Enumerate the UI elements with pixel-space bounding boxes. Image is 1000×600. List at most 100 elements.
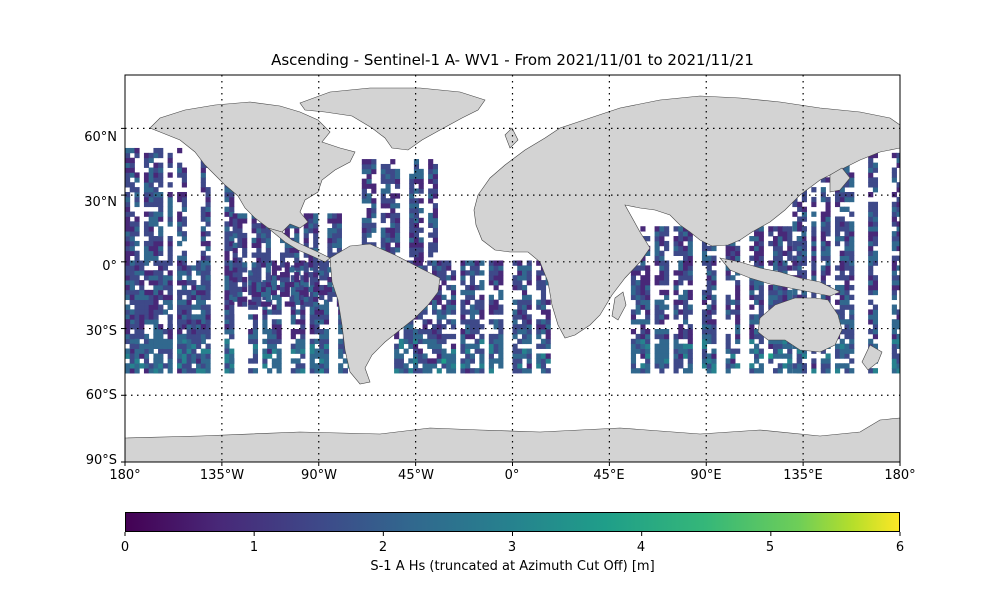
hs-cell: [205, 328, 211, 335]
hs-cell: [224, 289, 230, 296]
hs-cell: [390, 237, 396, 243]
hs-cell: [683, 236, 689, 242]
hs-cell: [300, 363, 306, 369]
hs-cell: [294, 228, 300, 234]
hs-cell: [413, 363, 419, 369]
hs-cell: [205, 284, 211, 291]
hs-cell: [654, 299, 660, 305]
hs-cell: [540, 363, 547, 369]
hs-cell: [158, 216, 164, 222]
hs-cell: [327, 247, 333, 253]
hs-cell: [385, 237, 391, 243]
hs-cell: [469, 265, 476, 271]
hs-cell: [422, 363, 428, 369]
hs-cell: [336, 232, 342, 239]
hs-cell: [844, 319, 850, 325]
hs-cell: [224, 226, 230, 232]
hs-cell: [205, 280, 211, 286]
hs-cell: [248, 270, 254, 276]
hs-cell: [839, 309, 845, 315]
hs-cell: [872, 221, 879, 227]
hs-cell: [134, 152, 140, 159]
hs-cell: [811, 260, 817, 266]
hs-cell: [630, 358, 637, 364]
hs-cell: [673, 280, 679, 286]
hs-cell: [200, 294, 206, 301]
hs-cell: [148, 250, 154, 256]
hs-cell: [242, 262, 248, 268]
hs-cell: [134, 299, 140, 305]
hs-cell: [125, 338, 131, 345]
hs-cell: [196, 314, 202, 320]
hs-cell: [687, 260, 693, 266]
hs-cell: [181, 206, 187, 212]
hs-cell: [654, 245, 660, 252]
hs-cell: [125, 319, 131, 325]
hs-cell: [687, 255, 693, 261]
hs-cell: [701, 294, 708, 301]
hs-cell: [797, 368, 803, 374]
hs-cell: [181, 172, 187, 178]
hs-cell: [332, 242, 338, 248]
hs-cell: [129, 147, 135, 154]
hs-cell: [635, 333, 641, 340]
hs-cell: [327, 286, 333, 293]
hs-cell: [200, 289, 206, 296]
hs-cell: [262, 319, 268, 325]
hs-cell: [162, 309, 169, 315]
hs-cell: [687, 304, 693, 310]
hs-cell: [143, 314, 150, 320]
hs-cell: [659, 348, 665, 354]
hs-cell: [701, 319, 708, 325]
hs-cell: [730, 250, 736, 256]
hs-cell: [811, 255, 817, 261]
hs-cell: [177, 211, 183, 217]
hs-cell: [153, 309, 159, 315]
hs-cell: [664, 260, 670, 266]
hs-cell: [229, 231, 235, 237]
hs-cell: [460, 363, 466, 369]
hs-cell: [896, 182, 900, 188]
hs-cell: [540, 270, 547, 276]
hs-cell: [811, 294, 817, 301]
hs-data-cells: [125, 147, 900, 374]
hs-cell: [303, 252, 309, 258]
hs-cell: [143, 182, 150, 188]
hs-cell: [460, 358, 466, 364]
hs-cell: [300, 275, 306, 281]
hs-cell: [754, 255, 760, 261]
hs-cell: [782, 363, 788, 369]
hs-cell: [148, 270, 154, 276]
hs-cell: [868, 289, 874, 296]
hs-cell: [891, 265, 897, 271]
hs-cell: [479, 338, 485, 345]
hs-cell: [129, 187, 135, 193]
hs-cell: [153, 294, 159, 301]
hs-cell: [683, 353, 689, 359]
hs-cell: [403, 368, 409, 374]
hs-cell: [191, 343, 197, 349]
hs-cell: [200, 368, 206, 374]
hs-cell: [777, 348, 783, 354]
hs-cell: [526, 275, 532, 281]
hs-cell: [148, 231, 154, 237]
hs-cell: [849, 328, 855, 335]
hs-cell: [300, 348, 306, 354]
hs-cell: [687, 309, 693, 315]
hs-cell: [493, 265, 499, 271]
hs-cell: [683, 265, 689, 271]
hs-cell: [664, 363, 670, 369]
hs-cell: [256, 296, 262, 302]
hs-cell: [706, 338, 712, 345]
hs-cell: [153, 270, 159, 276]
hs-cell: [777, 368, 783, 374]
hs-cell: [479, 314, 485, 320]
hs-cell: [139, 260, 145, 266]
hs-cell: [205, 216, 211, 222]
hs-cell: [295, 309, 301, 315]
hs-cell: [319, 358, 325, 364]
hs-cell: [654, 353, 660, 359]
hs-cell: [891, 363, 897, 369]
hs-cell: [251, 262, 257, 268]
hs-cell: [450, 289, 457, 296]
